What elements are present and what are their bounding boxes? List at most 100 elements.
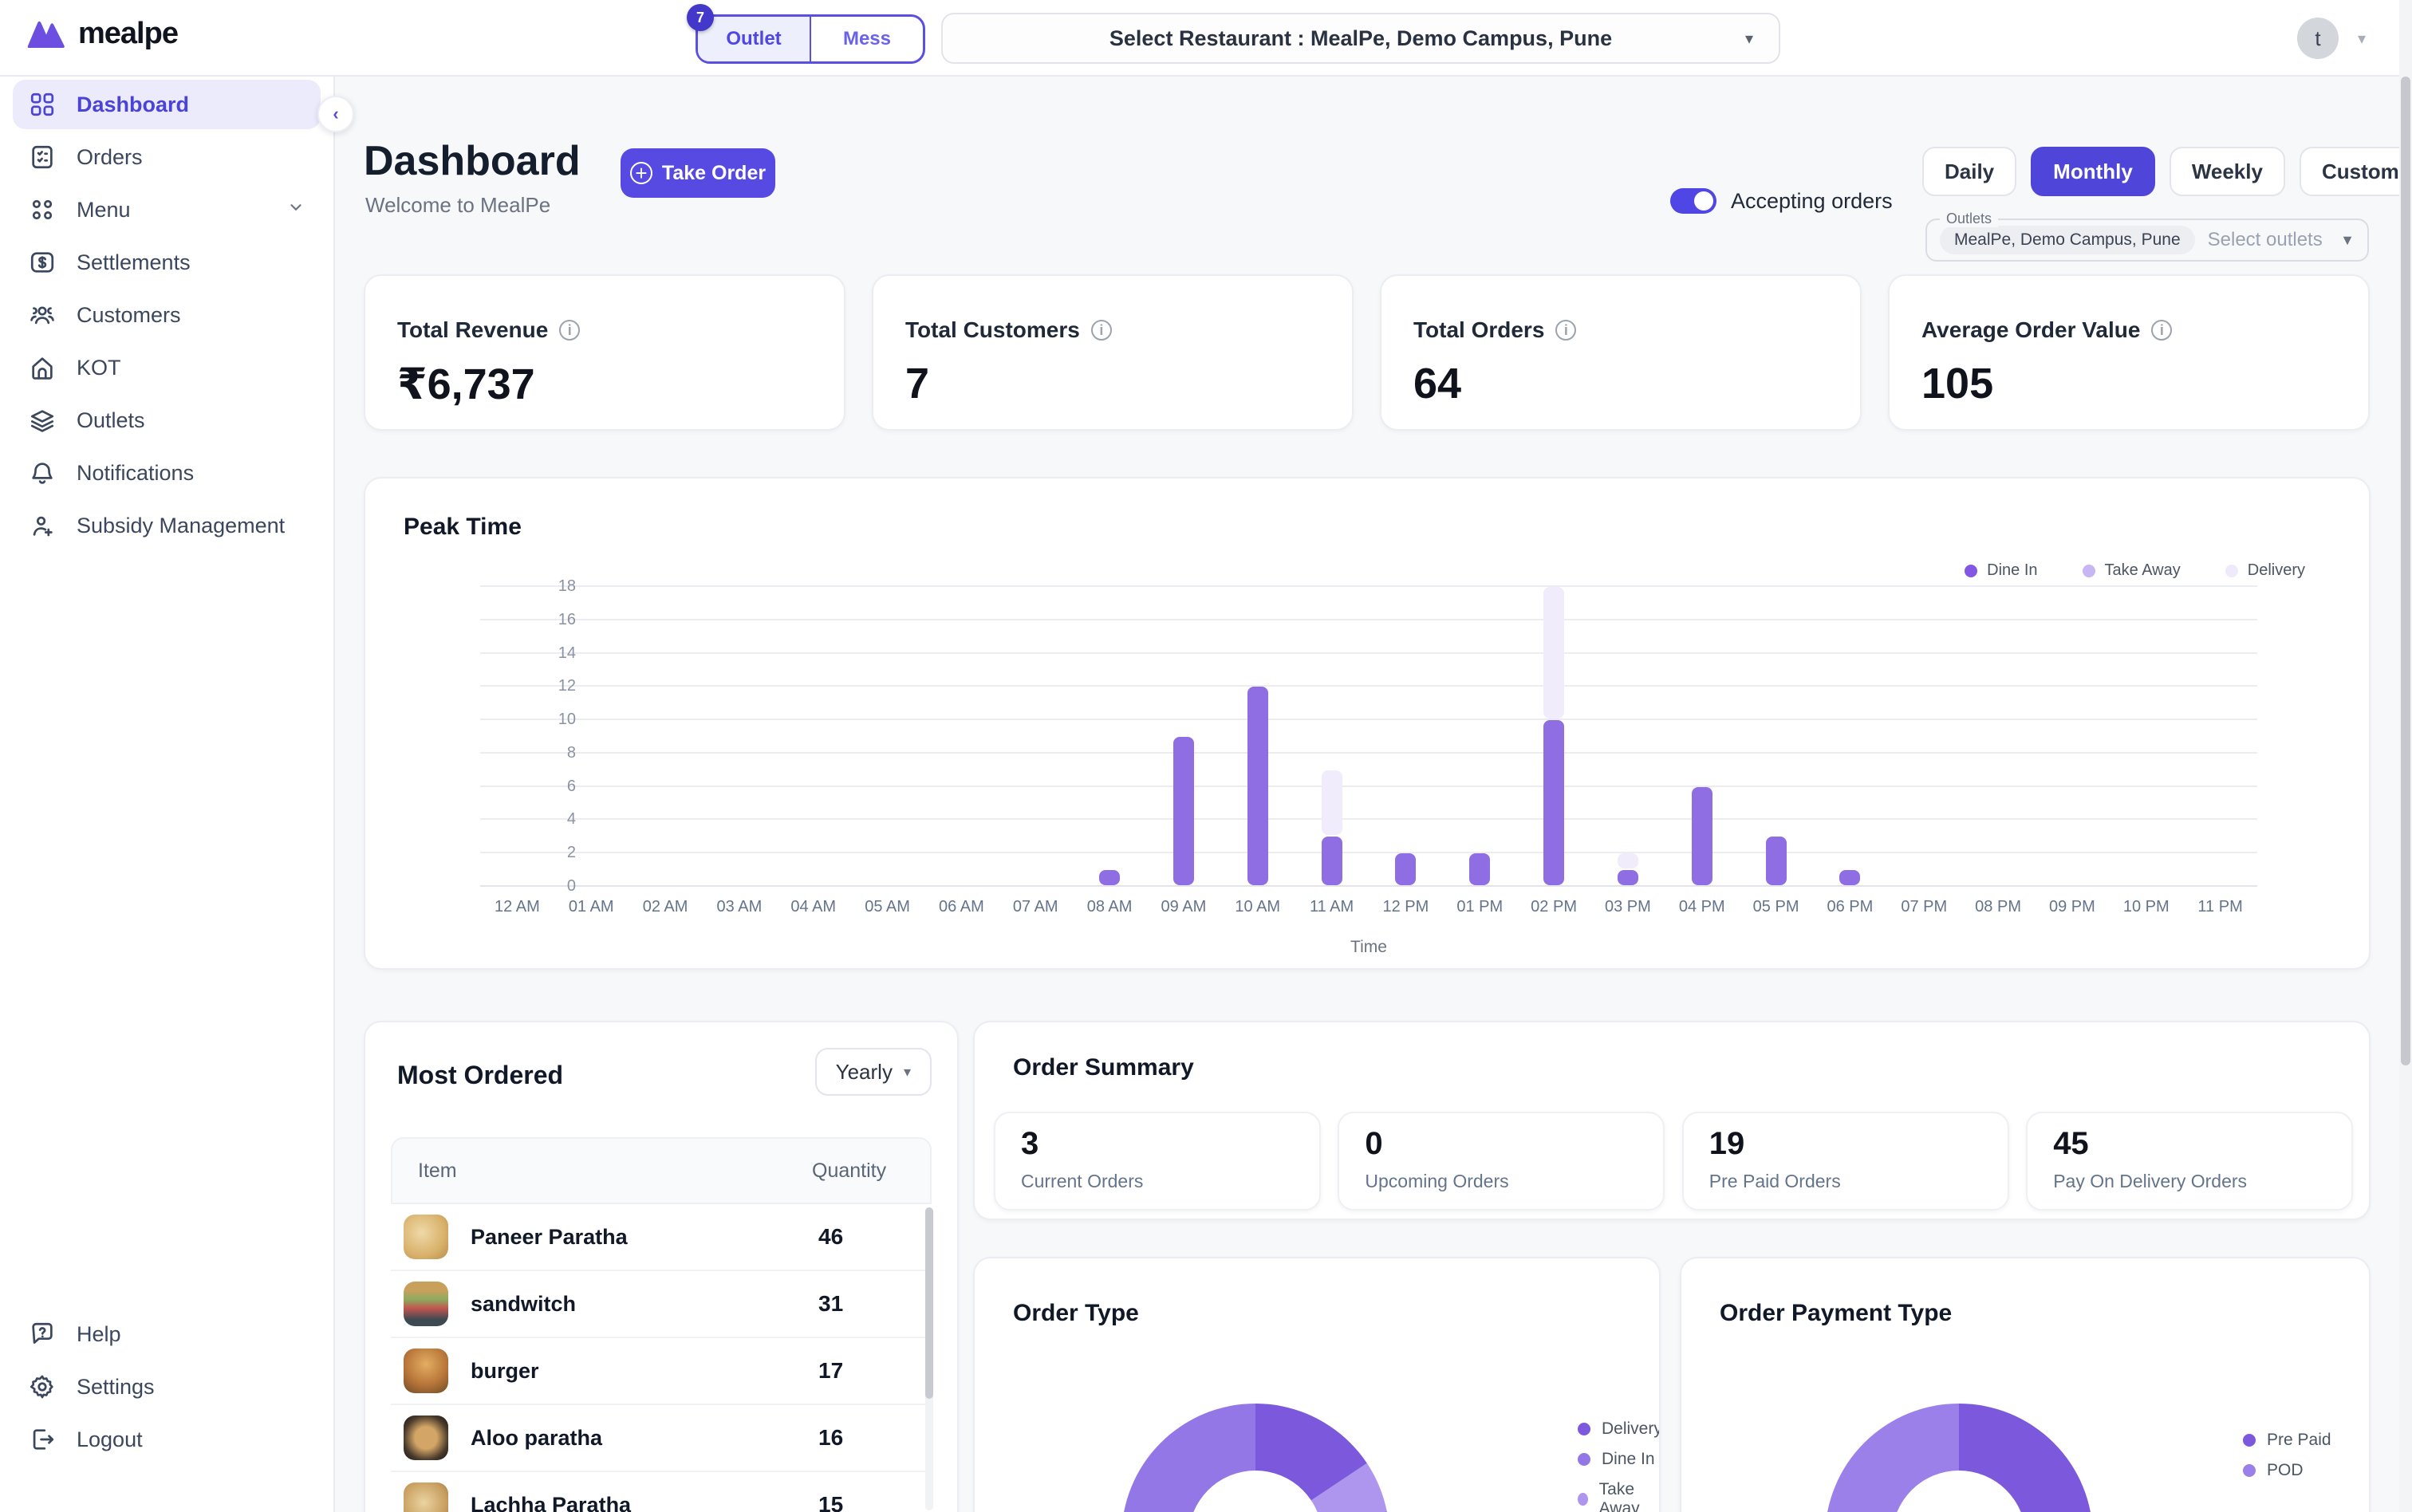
peak-time-title: Peak Time (404, 514, 522, 540)
item-name: burger (471, 1358, 539, 1383)
most-ordered-row[interactable]: sandwitch 31 (391, 1271, 932, 1338)
food-image (404, 1349, 448, 1393)
bar-column-03pm[interactable] (1617, 852, 1638, 885)
summary-card-upcoming-orders: 0 Upcoming Orders (1338, 1112, 1665, 1211)
peak-time-legend: Dine In Take Away Delivery (1965, 561, 2305, 580)
legend-dot (2082, 564, 2095, 577)
legend-item-pod[interactable]: POD (2243, 1461, 2331, 1480)
sidebar-item-orders[interactable]: Orders (13, 132, 321, 182)
restaurant-select[interactable]: Select Restaurant : MealPe, Demo Campus,… (941, 13, 1780, 64)
x-tick-label: 09 PM (2049, 898, 2095, 915)
x-tick-label: 04 AM (790, 898, 837, 915)
range-button-daily[interactable]: Daily (1922, 147, 2017, 196)
info-icon[interactable]: i (2151, 320, 2173, 341)
toggle-outlet[interactable]: Outlet (698, 17, 811, 61)
summary-value: 45 (2053, 1126, 2089, 1161)
most-ordered-period-select[interactable]: Yearly ▾ (814, 1048, 932, 1096)
range-button-custom[interactable]: Custom (2299, 147, 2412, 196)
bar-column-01pm[interactable] (1469, 852, 1491, 885)
sidebar-item-label: Help (77, 1321, 121, 1346)
chevron-down-icon: ▾ (1744, 30, 1753, 48)
stat-label: Total Orders i (1413, 317, 1577, 343)
sidebar-item-outlets[interactable]: Outlets (13, 396, 321, 445)
outlets-select[interactable]: Outlets MealPe, Demo Campus, Pune Select… (1925, 211, 2369, 262)
info-icon[interactable]: i (1555, 320, 1577, 341)
logout-icon (33, 1429, 54, 1450)
sidebar-nav: Dashboard Orders Menu Settlements Customers K… (0, 80, 333, 550)
gridline (480, 618, 2257, 620)
sidebar-footer-settings[interactable]: Settings (13, 1362, 321, 1412)
bar-column-02pm[interactable] (1543, 585, 1565, 885)
order-payment-type-legend: Pre Paid POD (2243, 1431, 2331, 1480)
legend-dot (1578, 1453, 1590, 1466)
sidebar-item-subsidy-management[interactable]: Subsidy Management (13, 501, 321, 550)
most-ordered-row[interactable]: burger 17 (391, 1338, 932, 1405)
peak-time-x-axis-title: Time (1350, 938, 1387, 956)
range-button-monthly[interactable]: Monthly (2031, 147, 2155, 196)
summary-value: 3 (1021, 1126, 1039, 1161)
stat-value: ₹6,737 (397, 360, 535, 408)
x-tick-label: 10 AM (1235, 898, 1281, 915)
legend-item-pre-paid[interactable]: Pre Paid (2243, 1431, 2331, 1450)
legend-item-dine-in[interactable]: Dine In (1965, 561, 2038, 580)
table-scrollbar[interactable] (925, 1207, 933, 1510)
sidebar-item-kot[interactable]: KOT (13, 343, 321, 392)
info-icon[interactable]: i (559, 320, 581, 341)
legend-item-take-away[interactable]: Take Away (1578, 1480, 1659, 1512)
summary-label: Upcoming Orders (1365, 1171, 1509, 1191)
take-order-button[interactable]: + Take Order (621, 148, 775, 198)
legend-item-delivery[interactable]: Delivery (2225, 561, 2305, 580)
legend-item-take-away[interactable]: Take Away (2082, 561, 2181, 580)
bar-segment-dine-in (1099, 870, 1121, 885)
range-button-weekly[interactable]: Weekly (2169, 147, 2285, 196)
order-summary-card: Order Summary 3 Current Orders 0 Upcoming O… (973, 1021, 2371, 1220)
outlet-chip[interactable]: MealPe, Demo Campus, Pune (1940, 226, 2195, 254)
sidebar-item-notifications[interactable]: Notifications (13, 448, 321, 498)
stat-card-total-orders: Total Orders i 64 (1380, 274, 1862, 431)
sidebar-footer-help[interactable]: Help (13, 1309, 321, 1359)
most-ordered-title: Most Ordered (397, 1061, 564, 1089)
bar-column-09am[interactable] (1172, 735, 1194, 885)
most-ordered-row[interactable]: Aloo paratha 16 (391, 1405, 932, 1472)
page-scrollbar[interactable] (2399, 0, 2412, 1512)
sidebar-item-dashboard[interactable]: Dashboard (13, 80, 321, 129)
bar-column-05pm[interactable] (1765, 835, 1787, 885)
bar-column-10am[interactable] (1247, 685, 1268, 885)
bell-icon (32, 463, 53, 484)
x-tick-label: 01 PM (1456, 898, 1504, 915)
bar-column-06pm[interactable] (1839, 868, 1861, 885)
page-subtitle: Welcome to MealPe (365, 193, 551, 217)
bar-column-11am[interactable] (1321, 769, 1342, 885)
sidebar-item-label: Settings (77, 1374, 155, 1399)
legend-item-dine-in[interactable]: Dine In (1578, 1450, 1659, 1469)
toggle-mess[interactable]: Mess (842, 28, 892, 49)
avatar-chevron-down-icon[interactable]: ▾ (2358, 30, 2367, 48)
stat-value: 105 (1921, 360, 1994, 408)
layers-icon (30, 410, 54, 432)
most-ordered-row[interactable]: Lachha Paratha 15 (391, 1472, 932, 1512)
bar-column-12pm[interactable] (1395, 852, 1417, 885)
x-tick-label: 12 AM (495, 898, 540, 915)
chevron-down-icon: ▾ (903, 1063, 911, 1080)
accepting-orders-toggle[interactable] (1670, 188, 1716, 214)
legend-item-delivery[interactable]: Delivery (1578, 1419, 1659, 1439)
legend-dot (2243, 1464, 2256, 1477)
mealpe-logo[interactable]: mealpe (26, 16, 179, 51)
sidebar-item-settlements[interactable]: Settlements (13, 238, 321, 287)
gridline (480, 685, 2257, 687)
food-image (404, 1215, 448, 1259)
info-icon[interactable]: i (1090, 320, 1112, 341)
item-name: Aloo paratha (471, 1425, 603, 1450)
most-ordered-row[interactable]: Paneer Paratha 46 (391, 1204, 932, 1271)
orders-list-icon (32, 145, 53, 169)
bar-column-04pm[interactable] (1691, 786, 1712, 885)
bar-column-08am[interactable] (1099, 868, 1121, 885)
sidebar-collapse-button[interactable]: ‹ (317, 96, 354, 132)
avatar[interactable]: t (2297, 18, 2339, 59)
help-icon (32, 1322, 53, 1344)
item-quantity: 16 (818, 1425, 844, 1450)
dollar-icon (30, 252, 54, 273)
sidebar-footer-logout[interactable]: Logout (13, 1415, 321, 1464)
sidebar-item-customers[interactable]: Customers (13, 290, 321, 340)
sidebar-item-menu[interactable]: Menu (13, 185, 321, 234)
